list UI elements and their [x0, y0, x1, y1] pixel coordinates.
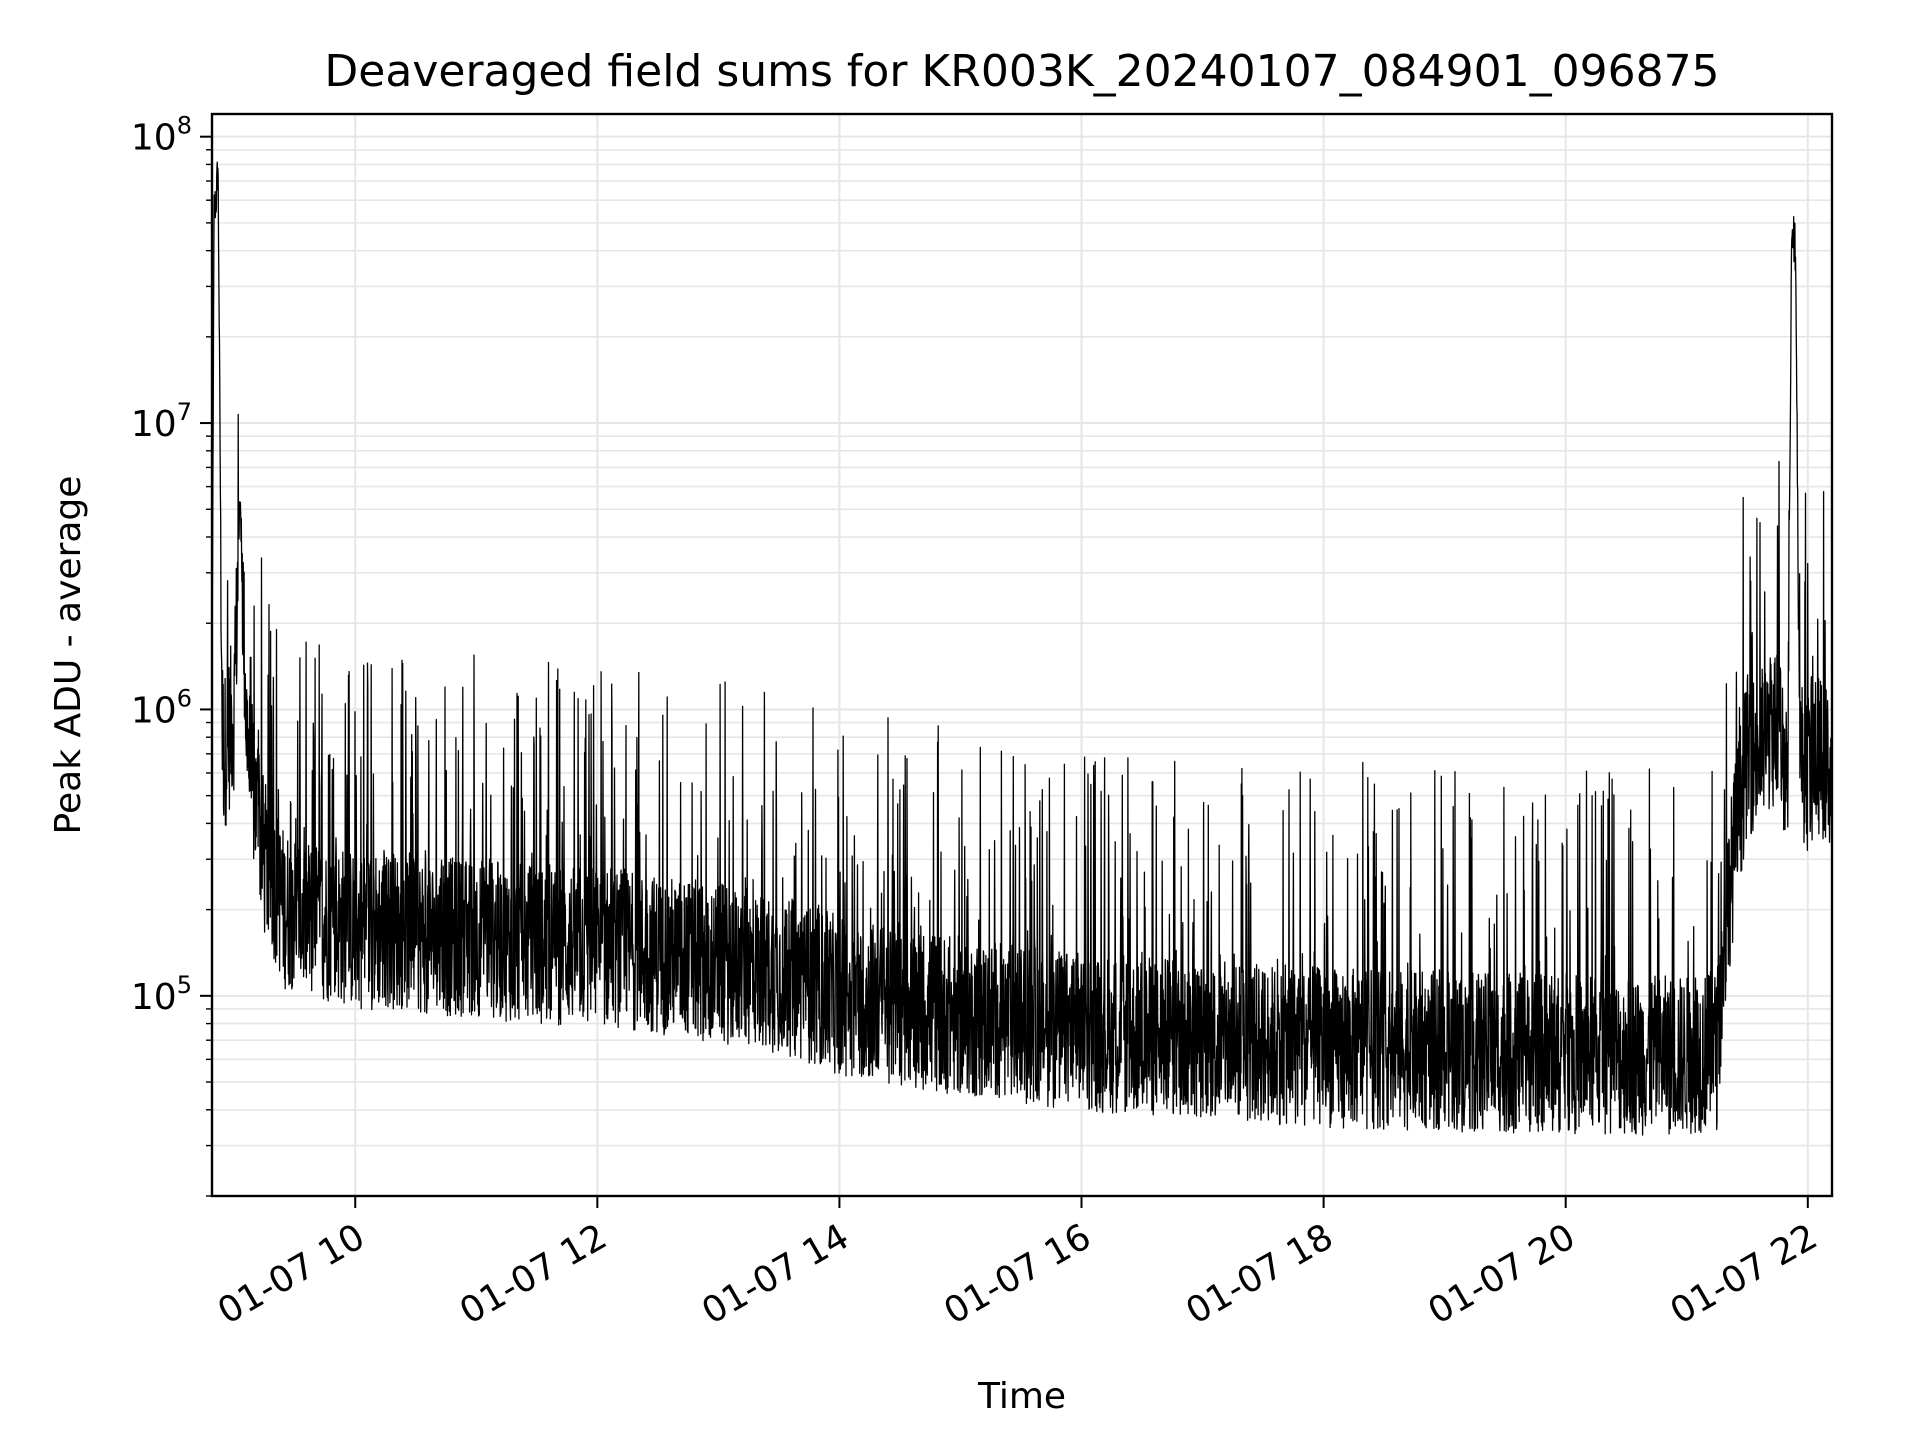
y-tick-label: 105 — [131, 971, 192, 1018]
x-tick-label: 01-07 14 — [695, 1216, 856, 1332]
x-axis-ticks: 01-07 10 01-07 12 01-07 14 01-07 16 01-07 18… — [211, 1196, 1824, 1333]
y-tick-label: 108 — [131, 112, 192, 159]
x-tick-label: 01-07 10 — [211, 1216, 372, 1332]
x-tick-label: 01-07 18 — [1179, 1216, 1340, 1332]
x-tick-label: 01-07 22 — [1664, 1216, 1825, 1332]
series-line — [211, 161, 1833, 1136]
y-tick-label: 107 — [131, 398, 192, 445]
x-tick-label: 01-07 16 — [937, 1216, 1098, 1332]
plot-frame — [210, 112, 1834, 1198]
chart-title: Deaveraged field sums for KR003K_2024010… — [324, 46, 1719, 97]
x-tick-label: 01-07 20 — [1422, 1216, 1583, 1332]
y-tick-label: 106 — [131, 684, 192, 731]
y-axis-ticks: 105 106 107 108 — [131, 112, 212, 1197]
x-tick-label: 01-07 12 — [453, 1216, 614, 1332]
y-axis-label: Peak ADU - average — [48, 476, 89, 835]
x-axis-label: Time — [977, 1376, 1066, 1417]
